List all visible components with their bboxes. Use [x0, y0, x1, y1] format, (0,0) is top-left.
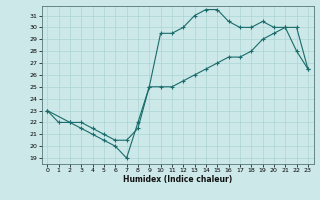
X-axis label: Humidex (Indice chaleur): Humidex (Indice chaleur): [123, 175, 232, 184]
